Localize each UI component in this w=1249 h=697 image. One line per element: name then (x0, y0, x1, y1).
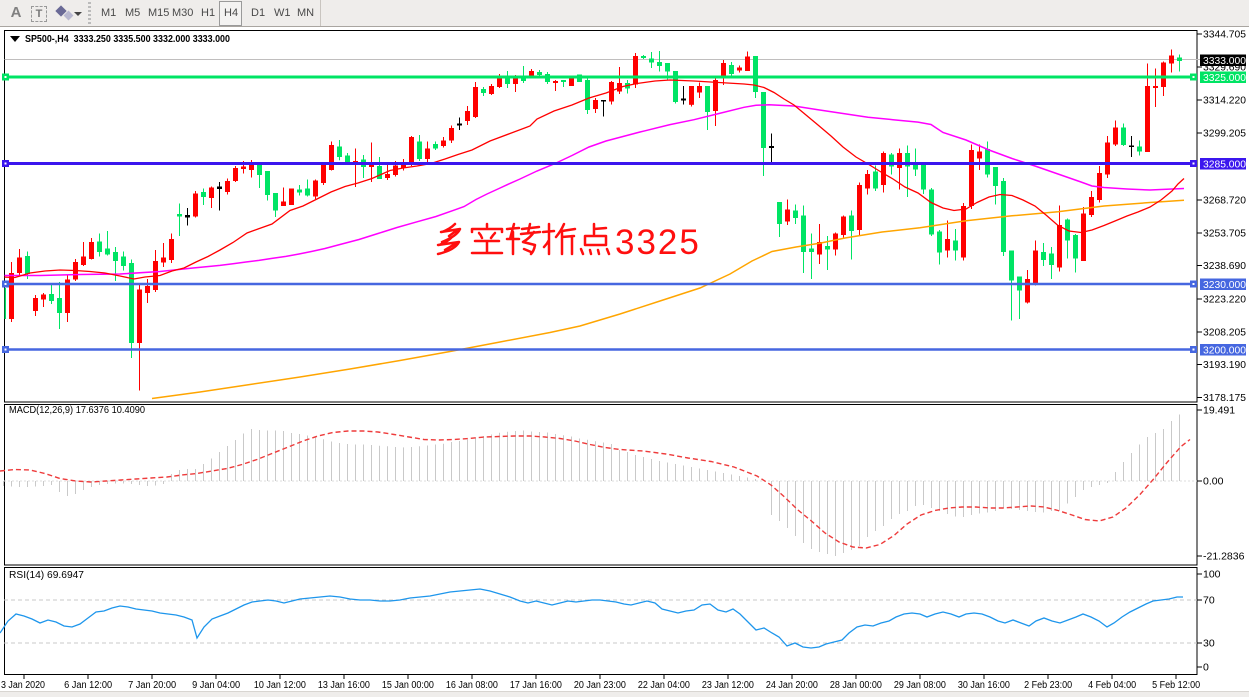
svg-text:3230.000: 3230.000 (1203, 279, 1246, 291)
svg-text:3285.000: 3285.000 (1203, 158, 1246, 170)
svg-text:100: 100 (1203, 569, 1221, 581)
svg-text:17 Jan 16:00: 17 Jan 16:00 (510, 680, 562, 691)
svg-text:3178.175: 3178.175 (1203, 392, 1246, 404)
svg-text:23 Jan 12:00: 23 Jan 12:00 (702, 680, 754, 691)
svg-text:20 Jan 23:00: 20 Jan 23:00 (574, 680, 626, 691)
svg-text:16 Jan 08:00: 16 Jan 08:00 (446, 680, 498, 691)
svg-text:70: 70 (1203, 595, 1215, 607)
svg-text:3193.190: 3193.190 (1203, 359, 1246, 371)
svg-text:3 Jan 2020: 3 Jan 2020 (1, 680, 45, 691)
svg-text:29 Jan 08:00: 29 Jan 08:00 (894, 680, 946, 691)
svg-text:3253.705: 3253.705 (1203, 228, 1246, 240)
svg-text:3325.000: 3325.000 (1203, 72, 1246, 84)
svg-text:30: 30 (1203, 638, 1215, 650)
svg-text:3200.000: 3200.000 (1203, 344, 1246, 356)
svg-text:3208.205: 3208.205 (1203, 327, 1246, 339)
svg-text:SP500-,H4 3333.250 3335.500 3: SP500-,H4 3333.250 3335.500 3332.000 333… (25, 33, 230, 45)
svg-text:28 Jan 00:00: 28 Jan 00:00 (830, 680, 882, 691)
svg-text:RSI(14) 69.6947: RSI(14) 69.6947 (9, 570, 84, 581)
svg-text:30 Jan 16:00: 30 Jan 16:00 (958, 680, 1010, 691)
svg-text:2 Feb 23:00: 2 Feb 23:00 (1024, 680, 1072, 691)
svg-text:5 Feb 12:00: 5 Feb 12:00 (1152, 680, 1200, 691)
svg-text:15 Jan 00:00: 15 Jan 00:00 (382, 680, 434, 691)
svg-text:3299.205: 3299.205 (1203, 128, 1246, 140)
svg-text:MACD(12,26,9) 17.6376 10.4090: MACD(12,26,9) 17.6376 10.4090 (9, 405, 145, 416)
svg-text:10 Jan 12:00: 10 Jan 12:00 (254, 680, 306, 691)
svg-text:24 Jan 20:00: 24 Jan 20:00 (766, 680, 818, 691)
svg-text:3344.705: 3344.705 (1203, 29, 1246, 41)
svg-text:3325: 3325 (615, 223, 701, 262)
svg-text:3238.690: 3238.690 (1203, 260, 1246, 272)
svg-text:-21.2836: -21.2836 (1203, 551, 1245, 563)
svg-text:3333.000: 3333.000 (1203, 55, 1246, 67)
svg-text:3268.720: 3268.720 (1203, 195, 1246, 207)
svg-text:0.00: 0.00 (1203, 476, 1224, 488)
svg-text:22 Jan 04:00: 22 Jan 04:00 (638, 680, 690, 691)
svg-text:9 Jan 04:00: 9 Jan 04:00 (192, 680, 240, 691)
svg-text:3314.220: 3314.220 (1203, 95, 1246, 107)
svg-text:6 Jan 12:00: 6 Jan 12:00 (64, 680, 112, 691)
svg-text:0: 0 (1203, 662, 1209, 674)
svg-text:7 Jan 20:00: 7 Jan 20:00 (128, 680, 176, 691)
svg-text:13 Jan 16:00: 13 Jan 16:00 (318, 680, 370, 691)
svg-text:19.491: 19.491 (1203, 405, 1235, 417)
svg-text:4 Feb 04:00: 4 Feb 04:00 (1088, 680, 1136, 691)
svg-text:3223.220: 3223.220 (1203, 294, 1246, 306)
